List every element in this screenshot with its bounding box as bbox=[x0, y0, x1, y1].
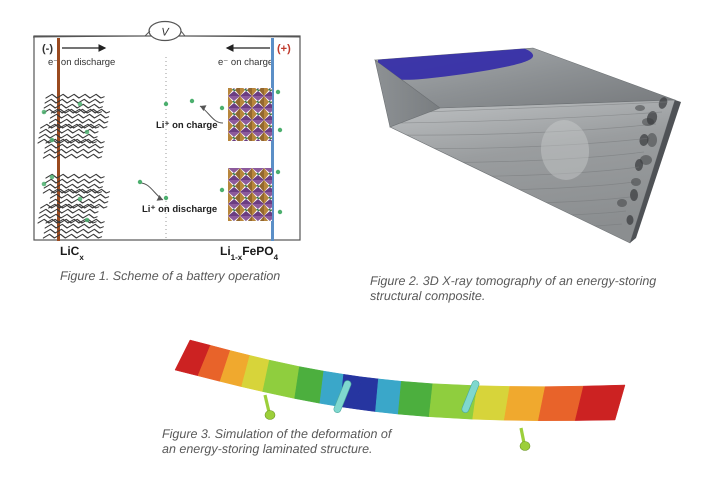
svg-text:(-): (-) bbox=[42, 43, 53, 55]
svg-text:structural composite.: structural composite. bbox=[370, 289, 485, 303]
svg-text:Figure 3. Simulation of the de: Figure 3. Simulation of the deformation … bbox=[162, 427, 393, 441]
svg-text:Li1-xFePO4: Li1-xFePO4 bbox=[220, 244, 279, 262]
svg-text:Figure 1. Scheme of a battery: Figure 1. Scheme of a battery operation bbox=[60, 269, 280, 283]
svg-text:e⁻ on charge: e⁻ on charge bbox=[218, 57, 273, 68]
svg-text:Li⁺ on discharge: Li⁺ on discharge bbox=[142, 204, 217, 215]
svg-text:Li⁺ on charge: Li⁺ on charge bbox=[156, 120, 218, 131]
svg-text:an energy-storing laminated st: an energy-storing laminated structure. bbox=[162, 442, 373, 456]
svg-text:Figure 2. 3D X-ray tomography: Figure 2. 3D X-ray tomography of an ener… bbox=[370, 274, 656, 288]
svg-text:(+): (+) bbox=[277, 43, 291, 55]
svg-text:LiCx: LiCx bbox=[60, 244, 84, 262]
